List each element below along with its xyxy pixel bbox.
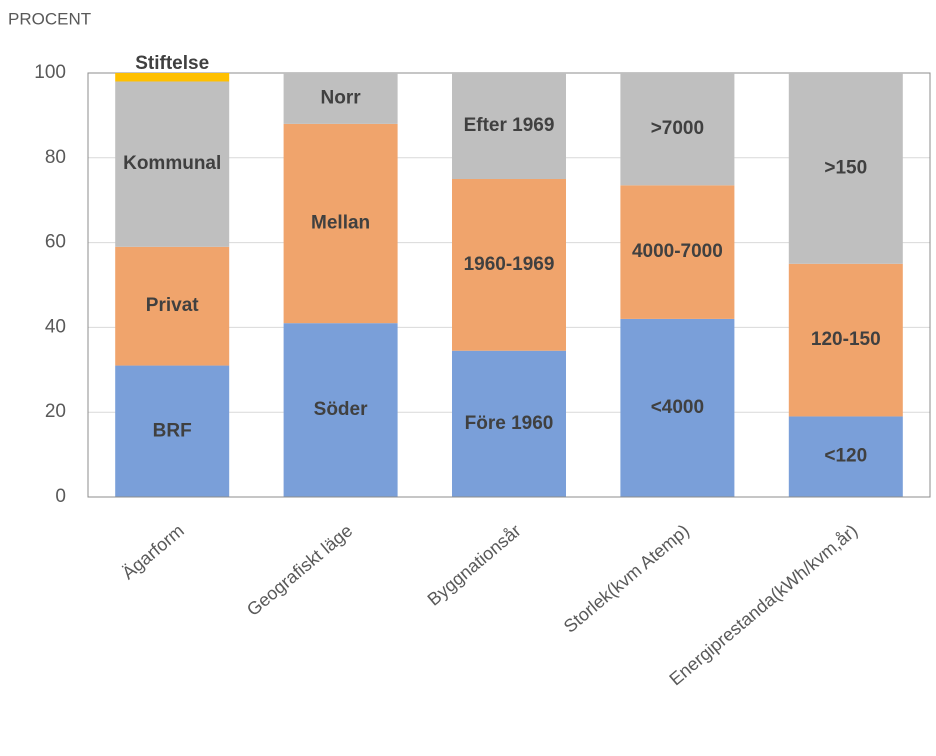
segment-label: 4000-7000	[632, 241, 723, 262]
y-tick-label: 20	[45, 401, 66, 422]
x-tick-label: Geografiskt läge	[243, 520, 356, 620]
segment-label: Stiftelse	[135, 53, 209, 74]
segment-label: Mellan	[311, 213, 370, 234]
bar-segment	[788, 263, 903, 417]
bar-segment	[620, 318, 735, 497]
bar-segment	[620, 185, 735, 319]
segment-label: <4000	[651, 397, 704, 418]
segment-label: Norr	[321, 87, 362, 108]
bar-segment	[115, 81, 230, 247]
segment-label: Före 1960	[465, 413, 554, 434]
bar-segment	[788, 73, 903, 264]
segment-label: >150	[824, 157, 867, 178]
bar-segment	[115, 246, 230, 366]
segment-label: >7000	[651, 118, 704, 139]
bar-segment	[115, 365, 230, 497]
y-tick-label: 60	[45, 232, 66, 253]
segment-label: Kommunal	[123, 153, 221, 174]
bar-segment	[452, 179, 566, 351]
segment-label: 120-150	[811, 329, 881, 350]
y-tick-label: 100	[34, 62, 66, 83]
segment-label: Efter 1969	[464, 115, 555, 136]
bar-segment	[283, 323, 398, 497]
y-tick-label: 0	[55, 486, 66, 507]
bar-segment	[283, 73, 398, 124]
x-tick-label: Storlek(kvm Atemp)	[560, 520, 693, 636]
segment-label: <120	[824, 446, 867, 467]
y-tick-label: 40	[45, 316, 66, 337]
x-tick-label: Energiprestanda(kWh/kvm,år)	[665, 520, 861, 689]
y-tick-label: 80	[45, 147, 66, 168]
segment-label: Söder	[314, 399, 368, 420]
bar-segment	[115, 73, 230, 82]
x-tick-label: Ägarform	[118, 520, 188, 583]
bar-segment	[788, 416, 903, 497]
bar-segment	[620, 73, 735, 186]
bar-segment	[452, 350, 566, 497]
x-tick-label: Byggnationsår	[424, 520, 525, 609]
y-axis-title: PROCENT	[8, 9, 91, 28]
bar-segment	[283, 123, 398, 324]
segment-label: Privat	[146, 295, 199, 316]
bar-segment	[452, 73, 566, 179]
segment-label: 1960-1969	[464, 254, 555, 275]
segment-label: BRF	[153, 420, 192, 441]
